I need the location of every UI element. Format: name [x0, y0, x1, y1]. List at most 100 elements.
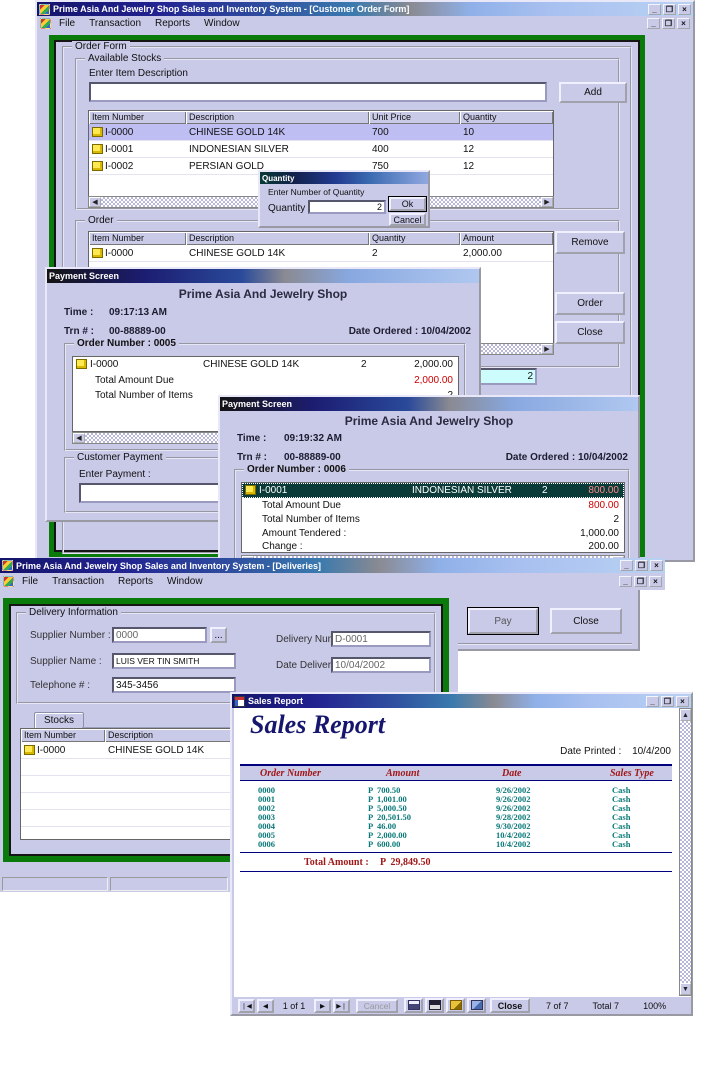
close-button[interactable]: Close [490, 998, 530, 1013]
time-value: 09:17:13 AM [109, 307, 167, 318]
table-row[interactable]: I-0000 CHINESE GOLD 14K 700 10 [89, 124, 553, 141]
menu-reports[interactable]: Reports [155, 18, 191, 29]
restore-icon[interactable]: ❐ [635, 560, 648, 571]
col-description[interactable]: Description [186, 232, 369, 245]
title-bar[interactable]: Prime Asia And Jewelry Shop Sales and In… [37, 2, 693, 16]
order-number-label: Order Number : 0006 [244, 464, 349, 475]
last-page-button[interactable]: ▶❘ [333, 998, 350, 1013]
table-row[interactable]: I-0000 CHINESE GOLD 14K 2 2,000.00 [89, 245, 553, 262]
col-amount[interactable]: Amount [460, 232, 553, 245]
mdi-close-icon[interactable]: × [677, 18, 690, 29]
table-row[interactable]: I-0001 INDONESIAN SILVER 400 12 [89, 141, 553, 158]
quantity-dialog: Quantity Enter Number of Quantity Quanti… [258, 170, 430, 228]
menu-window[interactable]: Window [204, 18, 240, 29]
print-button[interactable] [425, 998, 444, 1013]
time-label: Time : [237, 433, 267, 444]
menu-transaction[interactable]: Transaction [52, 576, 104, 587]
date-delivered-input[interactable] [331, 657, 431, 673]
ok-button[interactable]: Ok [389, 197, 426, 211]
report-vscrollbar[interactable]: ▲ ▼ [679, 708, 692, 996]
print-setup-button[interactable] [404, 998, 423, 1013]
scroll-right-icon[interactable]: ▶ [541, 344, 553, 354]
report-cell: 9/28/2002 [496, 812, 531, 822]
page-indicator: 1 of 1 [282, 1000, 306, 1011]
order-number-value: 0006 [323, 464, 346, 475]
menu-transaction[interactable]: Transaction [89, 18, 141, 29]
item-description-input[interactable] [89, 82, 547, 102]
item-icon [92, 248, 103, 258]
col-item-number[interactable]: Item Number [21, 729, 105, 742]
scroll-right-icon[interactable]: ▶ [541, 197, 553, 207]
telephone-input[interactable] [112, 677, 236, 693]
mail-button[interactable] [467, 998, 486, 1013]
delivery-number-input[interactable] [331, 631, 431, 647]
report-cell: P 2,000.00 [368, 830, 407, 840]
status-panel [2, 877, 108, 891]
pay-button[interactable]: Pay [468, 608, 538, 634]
supplier-number-input[interactable] [112, 627, 207, 643]
mdi-minimize-icon[interactable]: _ [647, 18, 660, 29]
restore-icon[interactable]: ❐ [663, 3, 676, 15]
scroll-left-icon[interactable]: ◀ [73, 433, 85, 443]
line-item-number[interactable]: I-0000 [90, 359, 119, 370]
menu-file[interactable]: File [22, 576, 39, 587]
col-item-number[interactable]: Item Number [89, 111, 186, 124]
app-icon [39, 3, 50, 15]
report-cell: 9/30/2002 [496, 821, 531, 831]
scroll-up-icon[interactable]: ▲ [680, 709, 691, 721]
record-indicator: 7 of 7 [546, 1000, 569, 1011]
tab-stocks[interactable]: Stocks [34, 712, 84, 729]
remove-button[interactable]: Remove [555, 231, 625, 254]
menu-file[interactable]: File [59, 18, 76, 29]
enter-payment-input[interactable] [79, 483, 227, 503]
title-bar[interactable]: Prime Asia And Jewelry Shop Sales and In… [0, 558, 665, 573]
col-unit-price[interactable]: Unit Price [369, 111, 460, 124]
close-icon[interactable]: × [650, 560, 663, 571]
item-icon [92, 127, 103, 137]
mdi-restore-icon[interactable]: ❐ [662, 18, 675, 29]
mdi-close-icon[interactable]: × [649, 576, 662, 587]
total-due-label: Total Amount Due [262, 500, 341, 511]
title-bar[interactable]: Payment Screen [220, 397, 638, 411]
change-value: 200.00 [588, 541, 619, 552]
title-bar[interactable]: Sales Report _ ❐ × [232, 694, 691, 708]
supplier-name-input[interactable] [112, 653, 236, 669]
col-quantity[interactable]: Quantity [460, 111, 553, 124]
menu-reports[interactable]: Reports [118, 576, 154, 587]
add-button[interactable]: Add [559, 82, 627, 103]
report-cell: 9/26/2002 [496, 785, 531, 795]
report-separator [240, 852, 672, 853]
close-button[interactable]: Close [555, 321, 625, 344]
prev-page-button[interactable]: ◀ [257, 998, 274, 1013]
col-item-number[interactable]: Item Number [89, 232, 186, 245]
mdi-minimize-icon[interactable]: _ [619, 576, 632, 587]
order-form-group-label: Order Form [72, 41, 130, 52]
restore-icon[interactable]: ❐ [661, 695, 674, 707]
col-quantity[interactable]: Quantity [369, 232, 460, 245]
close-icon[interactable]: × [676, 695, 689, 707]
browse-button[interactable]: ... [210, 627, 227, 643]
cancel-button[interactable]: Cancel [356, 998, 398, 1013]
col-description[interactable]: Description [186, 111, 369, 124]
first-page-button[interactable]: ❘◀ [238, 998, 255, 1013]
close-icon[interactable]: × [678, 3, 691, 15]
selected-row[interactable] [242, 483, 624, 498]
mdi-restore-icon[interactable]: ❐ [634, 576, 647, 587]
close-button[interactable]: Close [550, 608, 622, 634]
minimize-icon[interactable]: _ [648, 3, 661, 15]
line-item-description: CHINESE GOLD 14K [203, 359, 300, 370]
order-button[interactable]: Order [555, 292, 625, 315]
minimize-icon[interactable]: _ [620, 560, 633, 571]
cancel-button[interactable]: Cancel [389, 213, 426, 226]
menu-window[interactable]: Window [167, 576, 203, 587]
scroll-left-icon[interactable]: ◀ [89, 197, 101, 207]
dialog-title-bar[interactable]: Quantity [260, 172, 428, 184]
table-row[interactable]: I-0000 CHINESE GOLD 14K [21, 742, 311, 759]
scroll-down-icon[interactable]: ▼ [680, 983, 691, 995]
minimize-icon[interactable]: _ [646, 695, 659, 707]
report-cell: Cash [612, 785, 631, 795]
next-page-button[interactable]: ▶ [314, 998, 331, 1013]
title-bar[interactable]: Payment Screen [47, 269, 479, 283]
quantity-input[interactable] [308, 200, 386, 214]
export-button[interactable] [446, 998, 465, 1013]
